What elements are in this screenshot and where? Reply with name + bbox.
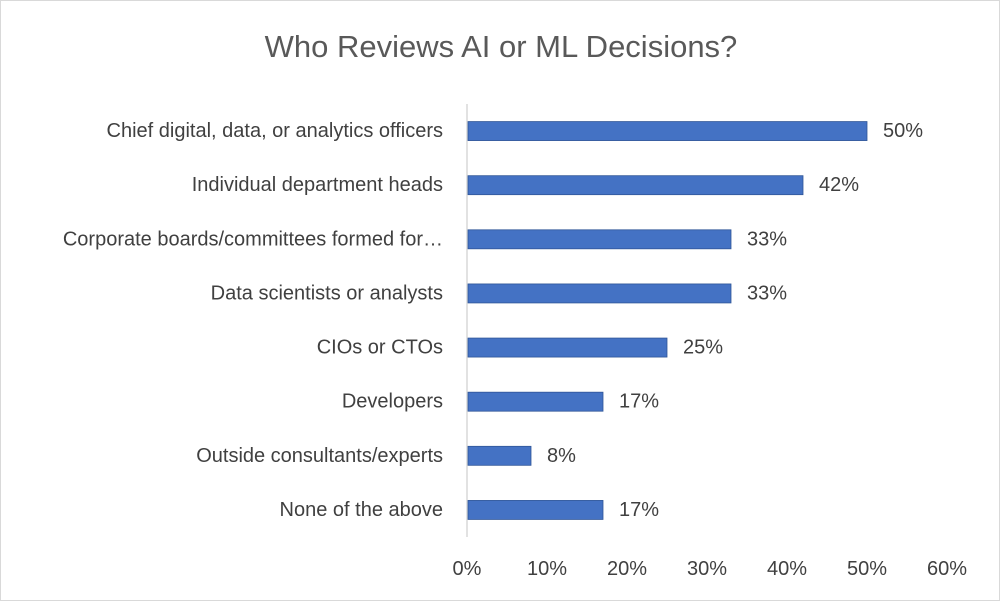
data-label-4: 25%: [683, 337, 723, 359]
data-label-3: 33%: [747, 282, 787, 304]
data-label-7: 17%: [619, 499, 659, 521]
x-tick-label-3: 30%: [687, 558, 727, 580]
x-tick-label-5: 50%: [847, 558, 887, 580]
data-label-6: 8%: [547, 445, 576, 467]
bar-3: [467, 283, 732, 304]
bars: [467, 121, 868, 520]
category-label-0: Chief digital, data, or analytics office…: [107, 120, 443, 142]
category-label-1: Individual department heads: [192, 174, 443, 196]
x-tick-label-0: 0%: [453, 558, 482, 580]
category-labels: Chief digital, data, or analytics office…: [63, 120, 443, 521]
data-label-5: 17%: [619, 391, 659, 413]
bar-7: [467, 500, 604, 520]
data-label-0: 50%: [883, 120, 923, 142]
x-tick-label-1: 10%: [527, 558, 567, 580]
bar-6: [467, 445, 532, 466]
x-axis-ticks: 0% 10% 20% 30% 40% 50% 60%: [453, 558, 968, 580]
category-label-4: CIOs or CTOs: [317, 337, 443, 359]
category-label-2: Corporate boards/committees formed for…: [63, 228, 443, 250]
x-tick-label-2: 20%: [607, 558, 647, 580]
data-label-1: 42%: [819, 174, 859, 196]
category-label-7: None of the above: [280, 499, 443, 521]
category-label-6: Outside consultants/experts: [196, 445, 443, 467]
category-label-3: Data scientists or analysts: [211, 282, 443, 304]
bar-1: [467, 175, 804, 196]
bar-0: [467, 121, 868, 141]
chart-title: Who Reviews AI or ML Decisions?: [264, 29, 738, 64]
x-tick-label-4: 40%: [767, 558, 807, 580]
x-tick-label-6: 60%: [927, 558, 967, 580]
data-label-2: 33%: [747, 228, 787, 250]
bar-2: [467, 229, 732, 250]
data-labels: 50% 42% 33% 33% 25% 17% 8% 17%: [547, 120, 923, 521]
bar-5: [467, 391, 604, 412]
category-label-5: Developers: [342, 391, 443, 413]
bar-4: [467, 337, 668, 358]
